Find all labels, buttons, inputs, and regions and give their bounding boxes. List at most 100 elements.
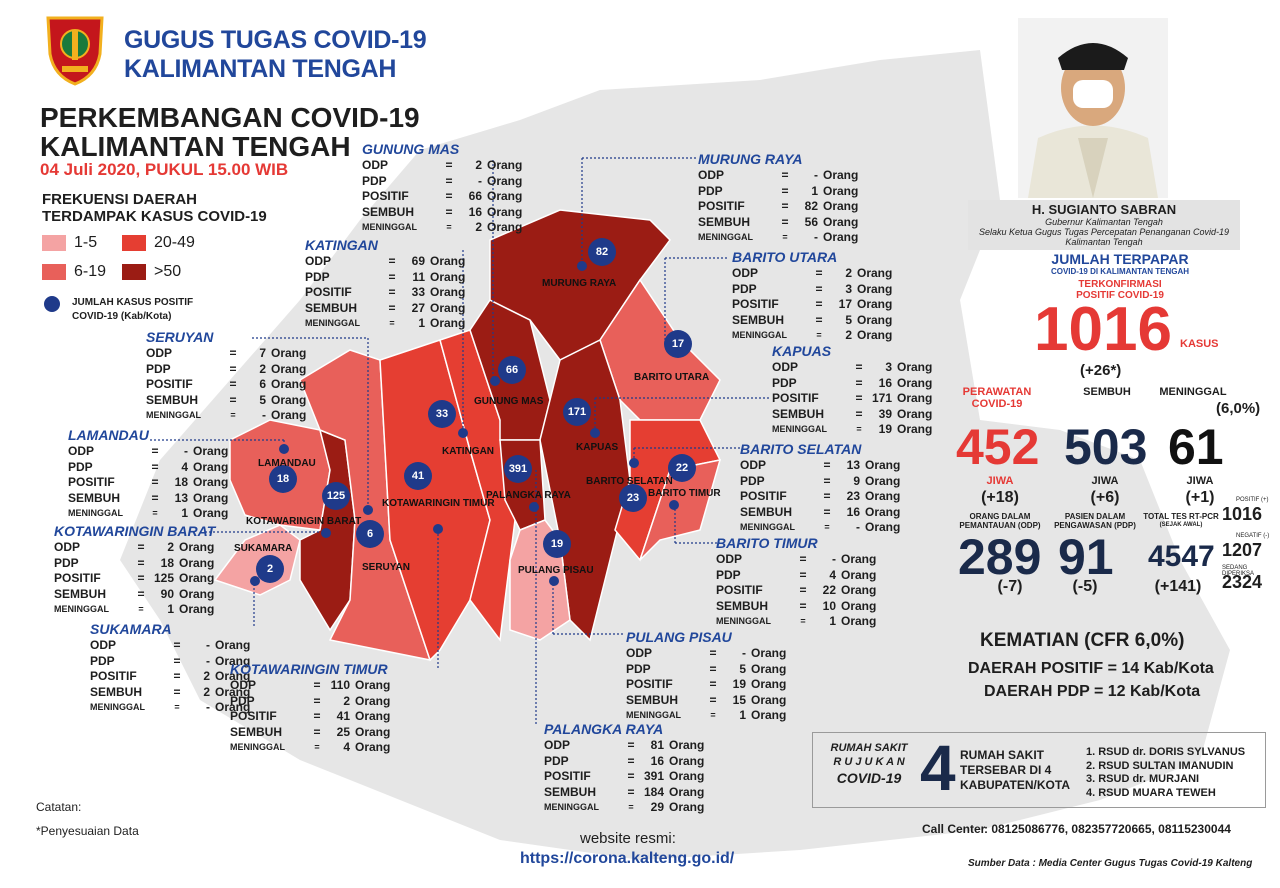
pin-murung-raya [577, 261, 587, 271]
hospital-item: 3. RSUD dr. MURJANI [1086, 773, 1200, 785]
hospital-list: 1. RSUD dr. DORIS SYLVANUS 2. RSUD SULTA… [1086, 746, 1245, 800]
pin-katingan [458, 428, 468, 438]
region-box-seruyan: SERUYAN ODP = 7 Orang PDP = 2 Orang POSITIF = 6 O… [146, 329, 307, 422]
pin-kapuas [590, 428, 600, 438]
legend-item-6-19: 6-19 [42, 263, 106, 281]
page-title: PERKEMBANGAN COVID-19 KALIMANTAN TENGAH [40, 102, 420, 162]
meninggal-jiwa: JIWA [1186, 475, 1214, 487]
region-box-sukamara: SUKAMARA ODP = - Orang PDP = - Orang POSITIF = 2… [90, 621, 251, 714]
pin-seruyan [363, 505, 373, 515]
odp-count: 289 [958, 529, 1042, 585]
pin-kotawaringin-timur [433, 524, 443, 534]
legend-dot-label: JUMLAH KASUS POSITIF COVID-19 (Kab/Kota) [72, 297, 194, 322]
pin-barito-timur [669, 500, 679, 510]
marker-gunung-mas[interactable]: 66 [498, 356, 526, 384]
rujukan-box: RUMAH SAKIT R U J U K A N COVID-19 [830, 742, 908, 786]
hospital-desc: RUMAH SAKIT TERSEBAR DI 4 KABUPATEN/KOTA [960, 748, 1070, 792]
tes-label: TOTAL TES RT-PCR (SEJAK AWAL) [1143, 512, 1219, 528]
region-box-barito-timur: BARITO TIMUR ODP = - Orang PDP = 4 Orang POSIT… [716, 535, 877, 628]
region-box-murung-raya: MURUNG RAYA ODP = - Orang PDP = 1 Orang POSITI… [698, 151, 859, 244]
daerah-pdp: DAERAH PDP = 12 Kab/Kota [984, 683, 1201, 700]
marker-seruyan[interactable]: 6 [356, 520, 384, 548]
pin-palangka-raya [529, 502, 539, 512]
marker-barito-utara[interactable]: 17 [664, 330, 692, 358]
tes-delta: (+141) [1154, 578, 1202, 595]
source-note: Sumber Data : Media Center Gugus Tugas C… [968, 858, 1253, 869]
website-label: website resmi: [580, 830, 676, 847]
map-label-pulang-pisau: PULANG PISAU [518, 565, 594, 576]
meninggal-label: MENINGGAL [1159, 386, 1227, 398]
pin-kotawaringin-barat [321, 528, 331, 538]
sembuh-count: 503 [1064, 419, 1148, 475]
sembuh-delta: (+6) [1090, 489, 1120, 506]
terpapar-title: JUMLAH TERPAPAR COVID-19 DI KALIMANTAN T… [1050, 251, 1190, 276]
tes-count: 4547 [1148, 540, 1215, 573]
callcenter-numbers: : 08125086776, 082357720665, 08115230044 [984, 822, 1231, 836]
leader-lines [150, 157, 770, 726]
marker-sukamara[interactable]: 2 [256, 555, 284, 583]
map-label-palangka-raya: PALANGKA RAYA [486, 490, 571, 501]
region-box-kotawaringin-timur: KOTAWARINGIN TIMUR ODP = 110 Orang PDP = 2 Ora… [230, 661, 391, 754]
hospital-count: 4 [920, 732, 956, 804]
legend-swatch [122, 263, 146, 280]
map-label-barito-selatan: BARITO SELATAN [586, 476, 673, 487]
perawatan-count: 452 [956, 419, 1040, 475]
map-label-gunung-mas: GUNUNG MAS [474, 396, 544, 407]
kematian-title: KEMATIAN (CFR 6,0%) [980, 630, 1185, 651]
map-label-barito-timur: BARITO TIMUR [648, 488, 721, 499]
legend-item-20-49: 20-49 [122, 234, 195, 252]
marker-kapuas[interactable]: 171 [563, 398, 591, 426]
website-link[interactable]: https://corona.kalteng.go.id/ [520, 850, 735, 867]
marker-lamandau[interactable]: 18 [269, 465, 297, 493]
map-label-barito-utara: BARITO UTARA [634, 372, 710, 383]
region-box-katingan: KATINGAN ODP = 69 Orang PDP = 11 Orang POSITIF… [305, 237, 466, 330]
hospital-item: 2. RSUD SULTAN IMANUDIN [1086, 759, 1234, 772]
map-label-kapuas: KAPUAS [576, 442, 619, 453]
region-box-lamandau: LAMANDAU ODP = - Orang PDP = 4 Orang POSITIF = 1… [68, 427, 229, 520]
legend-heading: FREKUENSI DAERAH TERDAMPAK KASUS COVID-1… [42, 191, 267, 225]
catatan-label: Catatan: [36, 800, 82, 814]
region-box-kotawaringin-barat: KOTAWARINGIN BARAT ODP = 2 Orang PDP = 18 Oran… [54, 523, 216, 616]
marker-katingan[interactable]: 33 [428, 400, 456, 428]
marker-pulang-pisau[interactable]: 19 [543, 530, 571, 558]
report-date: 04 Juli 2020, PUKUL 15.00 WIB [40, 160, 289, 179]
positif-label: POSITIF (+) [1236, 497, 1269, 503]
region-box-gunung-mas: GUNUNG MAS ODP = 2 Orang PDP = - Orang POSITIF… [362, 141, 523, 234]
region-box-barito-selatan: BARITO SELATAN ODP = 13 Orang PDP = 9 Orang PO… [740, 441, 901, 534]
pin-pulang-pisau [549, 576, 559, 586]
pin-gunung-mas [490, 376, 500, 386]
callcenter-label: Call Center [922, 822, 986, 836]
legend-swatch [42, 234, 66, 251]
region-barito-timur [639, 459, 722, 561]
marker-kotawaringin-timur[interactable]: 41 [404, 462, 432, 490]
odp-delta: (-7) [997, 578, 1023, 595]
map-label-kotawaringin-barat: KOTAWARINGIN BARAT [246, 516, 362, 527]
marker-barito-selatan[interactable]: 23 [619, 484, 647, 512]
marker-barito-timur[interactable]: 22 [668, 454, 696, 482]
marker-kotawaringin-barat[interactable]: 125 [322, 482, 350, 510]
pin-barito-selatan [629, 458, 639, 468]
marker-murung-raya[interactable]: 82 [588, 238, 616, 266]
province-emblem-icon [40, 14, 110, 86]
meninggal-count: 61 [1168, 419, 1224, 475]
odp-label: ORANG DALAM PEMANTAUAN (ODP) [959, 512, 1041, 530]
sembuh-jiwa: JIWA [1091, 475, 1119, 487]
map-label-seruyan: SERUYAN [362, 562, 410, 573]
hospital-item: 1. RSUD dr. DORIS SYLVANUS [1086, 746, 1246, 758]
marker-palangka-raya[interactable]: 391 [504, 455, 532, 483]
map-label-lamandau: LAMANDAU [258, 458, 316, 469]
perawatan-label: PERAWATAN COVID-19 [962, 386, 1032, 410]
map-label-sukamara: SUKAMARA [234, 543, 293, 554]
kasus-label: KASUS [1180, 338, 1219, 350]
positif-value: 1016 [1222, 504, 1263, 524]
region-box-kapuas: KAPUAS ODP = 3 Orang PDP = 16 Orang POSITIF = 17… [772, 343, 933, 436]
perawatan-delta: (+18) [981, 489, 1019, 506]
region-box-palangka-raya: PALANGKA RAYA ODP = 81 Orang PDP = 16 Orang PO… [544, 721, 705, 814]
hospital-panel [812, 732, 1266, 808]
hospital-item: 4. RSUD MUARA TEWEH [1086, 786, 1216, 799]
sembuh-label: SEMBUH [1083, 386, 1131, 398]
map-label-kotawaringin-timur: KOTAWARINGIN TIMUR [382, 498, 495, 509]
org-name: GUGUS TUGAS COVID-19 KALIMANTAN TENGAH [124, 26, 427, 83]
perawatan-jiwa: JIWA [986, 475, 1014, 487]
region-box-barito-utara: BARITO UTARA ODP = 2 Orang PDP = 3 Orang POSIT… [732, 249, 893, 342]
